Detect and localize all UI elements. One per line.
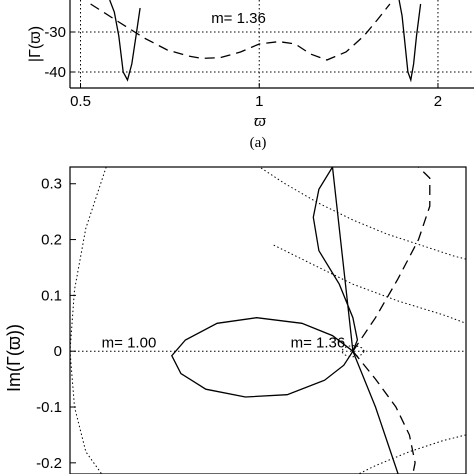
panel-a-annotation-0: m= 1.36: [211, 10, 266, 27]
panel-a-y-tick-label-0: -30: [44, 24, 66, 41]
panel-a-series-line-1: [398, 0, 422, 83]
panel-b-y-tick-label-0: 0.3: [41, 176, 62, 193]
panel-a-text: 0.5 1 2 -30 -40 m= 1.36: [44, 10, 442, 110]
panel-a-y-tick-label-1: -40: [44, 64, 66, 81]
panel-b-series-line-3: [258, 167, 466, 260]
panel-a-x-tick-label-2: 2: [434, 93, 442, 110]
panel-b-series-line-8: [340, 345, 365, 358]
panel-b-annotation-0: m= 1.00: [102, 334, 157, 351]
panel-a: 0.5 1 2 -30 -40 m= 1.36 |Γ(ϖ) ϖ (a): [27, 0, 474, 151]
panel-b-y-tick-label-4: -0.1: [36, 399, 62, 416]
panel-a-axes: [69, 0, 474, 89]
panel-b-series-line-1: [352, 167, 431, 352]
panel-a-caption: (a): [250, 135, 267, 151]
panel-a-x-axis-label: ϖ: [254, 111, 266, 130]
panel-b-y-tick-label-3: 0: [54, 343, 62, 360]
panel-b-series: [70, 167, 466, 474]
panel-b-series-line-2: [352, 350, 416, 474]
panel-a-series: [90, 0, 422, 83]
panel-b-series-line-4: [273, 244, 466, 324]
panel-a-series-line-0: [109, 0, 141, 82]
panel-b-y-axis-label: Im(Γ(ϖ)): [4, 324, 24, 392]
panel-a-x-tick-label-1: 1: [255, 93, 263, 110]
panel-b-axes: [69, 166, 467, 474]
panel-b-text: 0.3 0.2 0.1 0 -0.1 -0.2 m= 1.00 m= 1.36: [36, 176, 345, 472]
panel-a-grid: [70, 0, 474, 88]
panel-b-y-tick-label-2: 0.1: [41, 287, 62, 304]
panel-b: 0.3 0.2 0.1 0 -0.1 -0.2 m= 1.00 m= 1.36 Im(Γ(ϖ)…: [4, 166, 467, 474]
panel-b-annotation-1: m= 1.36: [291, 334, 346, 351]
panel-a-x-tick-label-0: 0.5: [70, 93, 91, 110]
panel-b-series-line-0: [171, 167, 399, 474]
panel-a-y-axis-label: |Γ(ϖ): [27, 26, 44, 62]
panel-b-series-line-6: [70, 167, 107, 474]
panel-b-plot-frame: [69, 166, 467, 474]
panel-b-series-line-5: [357, 434, 466, 474]
panel-b-y-tick-label-1: 0.2: [41, 232, 62, 249]
panel-b-y-tick-label-5: -0.2: [36, 455, 62, 472]
panel-a-series-line-2: [90, 3, 391, 61]
